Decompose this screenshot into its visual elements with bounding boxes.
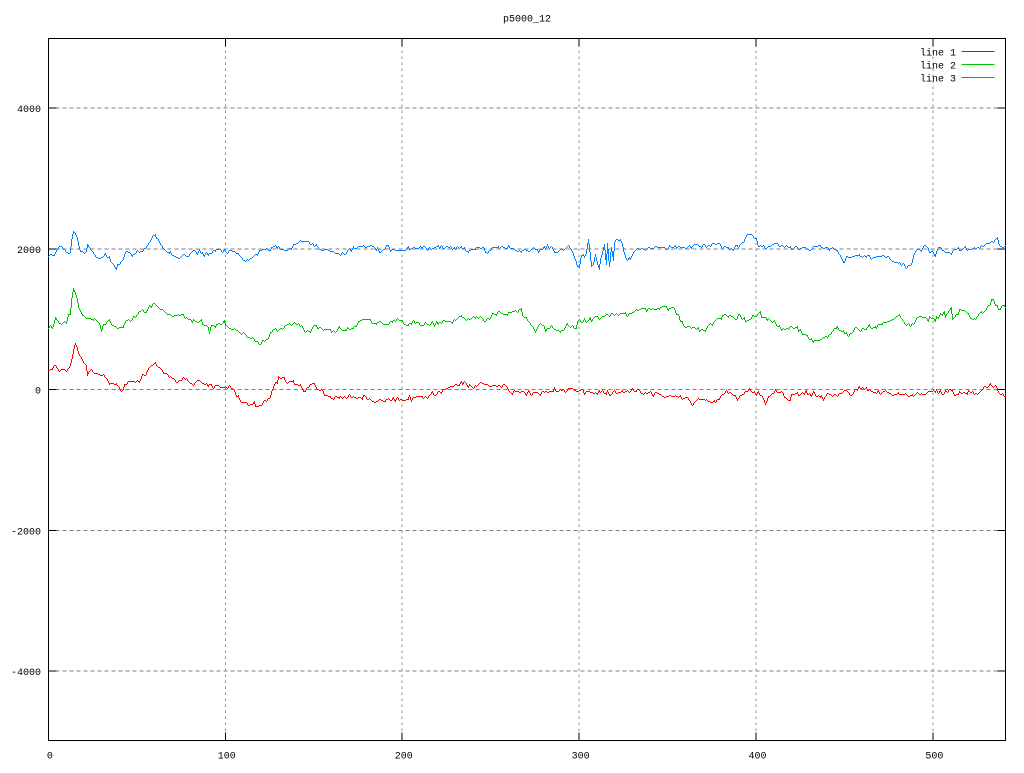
svg-text:line 2: line 2 bbox=[920, 61, 956, 73]
svg-text:p5000_12: p5000_12 bbox=[503, 15, 551, 26]
svg-text:-2000: -2000 bbox=[11, 527, 41, 538]
svg-text:line 3: line 3 bbox=[920, 74, 956, 86]
svg-text:2000: 2000 bbox=[17, 246, 41, 257]
svg-text:0: 0 bbox=[35, 387, 41, 398]
svg-text:line 1: line 1 bbox=[920, 48, 956, 60]
svg-text:300: 300 bbox=[572, 752, 590, 763]
svg-text:4000: 4000 bbox=[17, 105, 41, 116]
svg-text:200: 200 bbox=[395, 752, 413, 763]
svg-text:-4000: -4000 bbox=[11, 668, 41, 679]
svg-text:100: 100 bbox=[218, 752, 236, 763]
svg-text:500: 500 bbox=[925, 752, 943, 763]
svg-text:0: 0 bbox=[47, 752, 53, 763]
svg-text:400: 400 bbox=[748, 752, 766, 763]
